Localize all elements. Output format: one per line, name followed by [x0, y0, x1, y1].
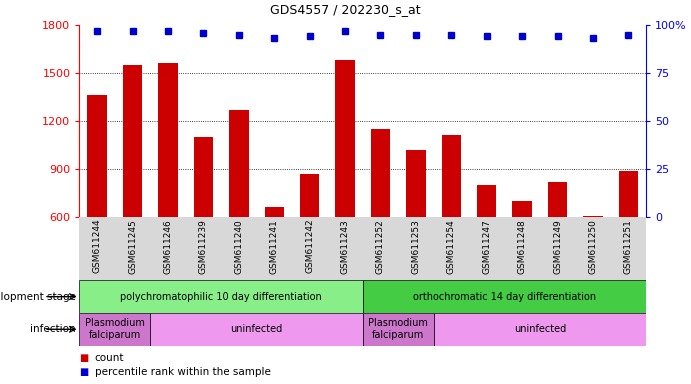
- Text: Plasmodium
falciparum: Plasmodium falciparum: [85, 318, 145, 340]
- Bar: [406, 150, 426, 217]
- Bar: [363, 313, 434, 346]
- Text: GSM611246: GSM611246: [164, 219, 173, 274]
- Text: polychromatophilic 10 day differentiation: polychromatophilic 10 day differentiatio…: [120, 291, 322, 302]
- Bar: [618, 170, 638, 217]
- Text: GSM611253: GSM611253: [411, 219, 420, 274]
- Text: GSM611245: GSM611245: [128, 219, 137, 274]
- Bar: [442, 135, 461, 217]
- Text: GSM611239: GSM611239: [199, 219, 208, 274]
- Text: GSM611251: GSM611251: [624, 219, 633, 274]
- Text: infection: infection: [30, 324, 76, 334]
- Text: GSM611249: GSM611249: [553, 219, 562, 274]
- Bar: [79, 313, 151, 346]
- Text: uninfected: uninfected: [230, 324, 283, 334]
- Text: Plasmodium
falciparum: Plasmodium falciparum: [368, 318, 428, 340]
- Text: GSM611252: GSM611252: [376, 219, 385, 274]
- Bar: [265, 207, 284, 217]
- Bar: [335, 60, 354, 217]
- Text: ■: ■: [79, 366, 88, 377]
- Bar: [477, 185, 496, 217]
- Bar: [88, 95, 107, 217]
- Bar: [229, 110, 249, 217]
- Bar: [363, 280, 646, 313]
- Text: development stage: development stage: [0, 291, 76, 302]
- Text: GSM611247: GSM611247: [482, 219, 491, 274]
- Text: GSM611248: GSM611248: [518, 219, 527, 274]
- Text: GSM611244: GSM611244: [93, 219, 102, 273]
- Text: GDS4557 / 202230_s_at: GDS4557 / 202230_s_at: [270, 3, 421, 16]
- Text: ■: ■: [79, 353, 88, 363]
- Bar: [151, 313, 363, 346]
- Bar: [123, 65, 142, 217]
- Text: GSM611240: GSM611240: [234, 219, 243, 274]
- Text: orthochromatic 14 day differentiation: orthochromatic 14 day differentiation: [413, 291, 596, 302]
- Text: uninfected: uninfected: [513, 324, 566, 334]
- Text: GSM611242: GSM611242: [305, 219, 314, 273]
- Bar: [583, 216, 603, 217]
- Text: count: count: [95, 353, 124, 363]
- Bar: [193, 137, 213, 217]
- Bar: [158, 63, 178, 217]
- Bar: [79, 280, 363, 313]
- Text: GSM611250: GSM611250: [589, 219, 598, 274]
- Bar: [513, 201, 532, 217]
- Text: GSM611243: GSM611243: [341, 219, 350, 274]
- Bar: [300, 174, 319, 217]
- Text: GSM611241: GSM611241: [269, 219, 278, 274]
- Bar: [371, 129, 390, 217]
- Text: percentile rank within the sample: percentile rank within the sample: [95, 366, 271, 377]
- Bar: [548, 182, 567, 217]
- Bar: [434, 313, 646, 346]
- Text: GSM611254: GSM611254: [447, 219, 456, 274]
